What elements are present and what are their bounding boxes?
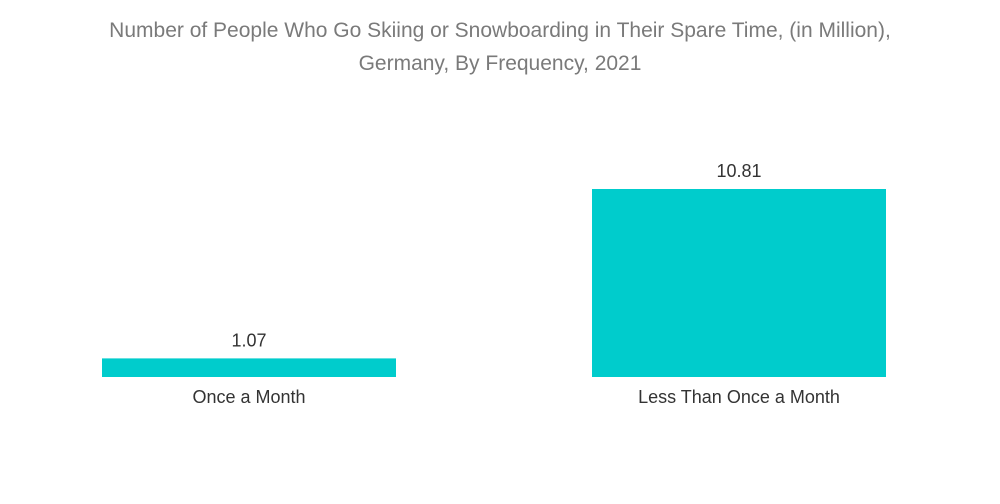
- bar-0: [102, 358, 396, 377]
- category-label-1: Less Than Once a Month: [638, 387, 840, 407]
- data-label-0: 1.07: [231, 330, 266, 350]
- chart-title-line-1: Number of People Who Go Skiing or Snowbo…: [109, 19, 891, 42]
- data-label-1: 10.81: [716, 161, 761, 181]
- chart-title-line-2: Germany, By Frequency, 2021: [358, 52, 642, 75]
- bar-1: [592, 189, 886, 377]
- chart-title: Number of People Who Go Skiing or Snowbo…: [0, 14, 1000, 80]
- category-label-0: Once a Month: [192, 387, 305, 407]
